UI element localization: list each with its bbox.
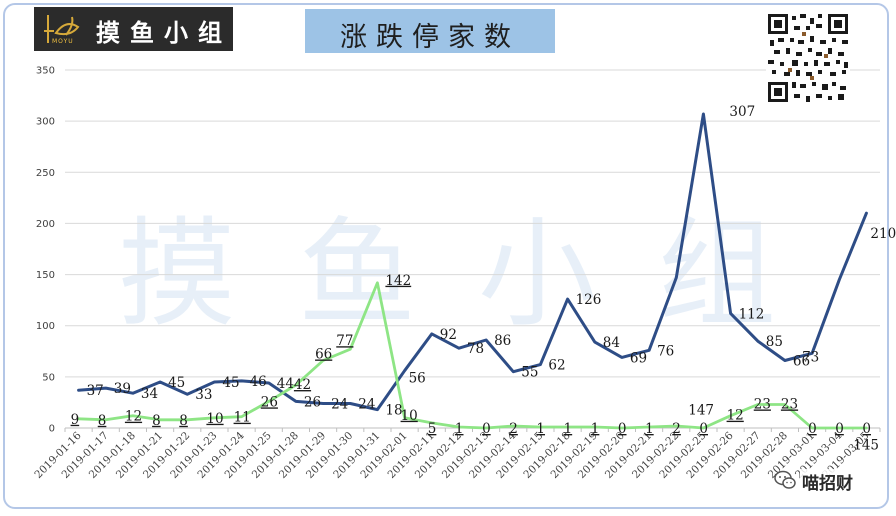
chart-series	[77, 112, 868, 430]
data-label: 8	[98, 413, 107, 429]
data-label: 0	[482, 421, 491, 437]
y-tick-label: 250	[36, 168, 55, 179]
series-line-1	[77, 112, 868, 412]
data-label: 23	[781, 396, 798, 412]
data-label: 1	[591, 421, 600, 437]
data-label: 2	[672, 421, 681, 437]
data-label: 78	[467, 341, 484, 357]
logo-text: 摸鱼小组	[96, 19, 232, 47]
data-label: 142	[385, 273, 411, 289]
data-label: 26	[304, 394, 321, 410]
data-label: 42	[294, 377, 311, 393]
brand-logo: MOYU 摸鱼小组	[34, 7, 233, 51]
wechat-icon	[774, 470, 796, 489]
footer-brand: 喵招财	[772, 468, 872, 494]
data-label: 1	[645, 421, 654, 437]
data-label: 69	[630, 350, 647, 366]
data-label: 92	[440, 327, 457, 343]
data-label: 66	[315, 346, 332, 362]
data-label: 84	[603, 335, 620, 351]
data-label: 26	[261, 394, 278, 410]
data-label: 18	[385, 403, 402, 419]
y-tick-label: 50	[42, 372, 55, 383]
y-tick-label: 300	[36, 117, 55, 128]
data-label: 46	[250, 374, 267, 390]
chart-title: 涨跌停家数	[340, 22, 520, 53]
data-label: 0	[618, 421, 627, 437]
data-label: 33	[195, 387, 212, 403]
data-label: 8	[179, 413, 188, 429]
y-tick-label: 150	[36, 270, 55, 281]
data-label: 2	[509, 421, 518, 437]
data-label: 39	[114, 381, 131, 397]
data-label: 5	[428, 421, 437, 437]
data-label: 12	[125, 409, 142, 425]
data-label: 1	[536, 421, 545, 437]
qr-code-icon	[766, 12, 850, 104]
data-label: 37	[87, 383, 104, 399]
data-label: 0	[808, 421, 817, 437]
data-label: 10	[206, 411, 223, 427]
data-label: 0	[835, 421, 844, 437]
data-label: 55	[521, 365, 538, 381]
data-label: 23	[754, 396, 771, 412]
fish-logo-icon	[44, 15, 80, 43]
y-tick-label: 100	[36, 321, 55, 332]
data-label: 145	[853, 438, 879, 454]
chart-grid	[65, 69, 880, 378]
data-label: 76	[657, 343, 674, 359]
data-label: 11	[234, 410, 251, 426]
data-label: 77	[336, 333, 353, 349]
data-label: 10	[401, 408, 418, 424]
data-label: 0	[862, 421, 871, 437]
y-tick-label: 0	[49, 424, 55, 435]
data-label: 210	[870, 226, 896, 242]
data-label: 24	[358, 396, 375, 412]
data-label: 147	[688, 403, 714, 419]
data-label: 112	[739, 306, 765, 322]
data-label: 307	[729, 104, 755, 120]
data-label: 44	[277, 376, 294, 392]
data-label: 45	[168, 375, 185, 391]
data-label: 1	[564, 421, 573, 437]
data-label: 85	[766, 334, 783, 350]
data-label: 0	[699, 421, 708, 437]
data-label: 66	[793, 353, 810, 369]
y-tick-label: 350	[36, 66, 55, 77]
footer-brand-text: 喵招财	[800, 469, 855, 494]
data-label: 126	[576, 292, 602, 308]
data-label: 73	[802, 349, 819, 365]
series-line-2	[77, 281, 868, 430]
data-label: 12	[727, 408, 744, 424]
data-label: 1	[455, 421, 464, 437]
data-label: 9	[71, 412, 80, 428]
logo-subtext: MOYU	[52, 38, 74, 45]
data-label: 45	[222, 375, 239, 391]
watermark-text: 摸鱼小组	[118, 205, 839, 343]
data-label: 62	[548, 358, 565, 374]
data-label: 86	[494, 333, 511, 349]
data-label: 8	[152, 413, 161, 429]
data-label: 56	[409, 371, 426, 387]
y-tick-label: 200	[36, 219, 55, 230]
chart-title-box: 涨跌停家数	[305, 9, 555, 53]
data-label: 24	[331, 396, 348, 412]
data-label: 34	[141, 386, 158, 402]
